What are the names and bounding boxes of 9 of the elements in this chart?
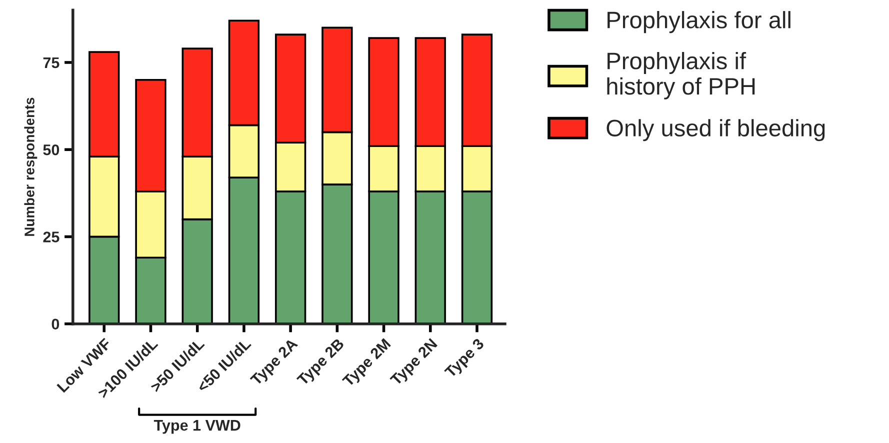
text: Type 1 VWD [154, 420, 240, 434]
y-tick-label: 0 [52, 318, 60, 330]
y-tick-label: 50 [43, 144, 60, 156]
legend-label: Prophylaxis if history of PPH [607, 52, 755, 100]
legend-label: Only used if bleeding [606, 119, 825, 142]
y-tick-label: 75 [43, 57, 60, 68]
y-axis-title: Number respondents [24, 98, 38, 236]
legend-label: Prophylaxis for all [608, 11, 790, 34]
y-tick-label: 25 [43, 232, 60, 242]
